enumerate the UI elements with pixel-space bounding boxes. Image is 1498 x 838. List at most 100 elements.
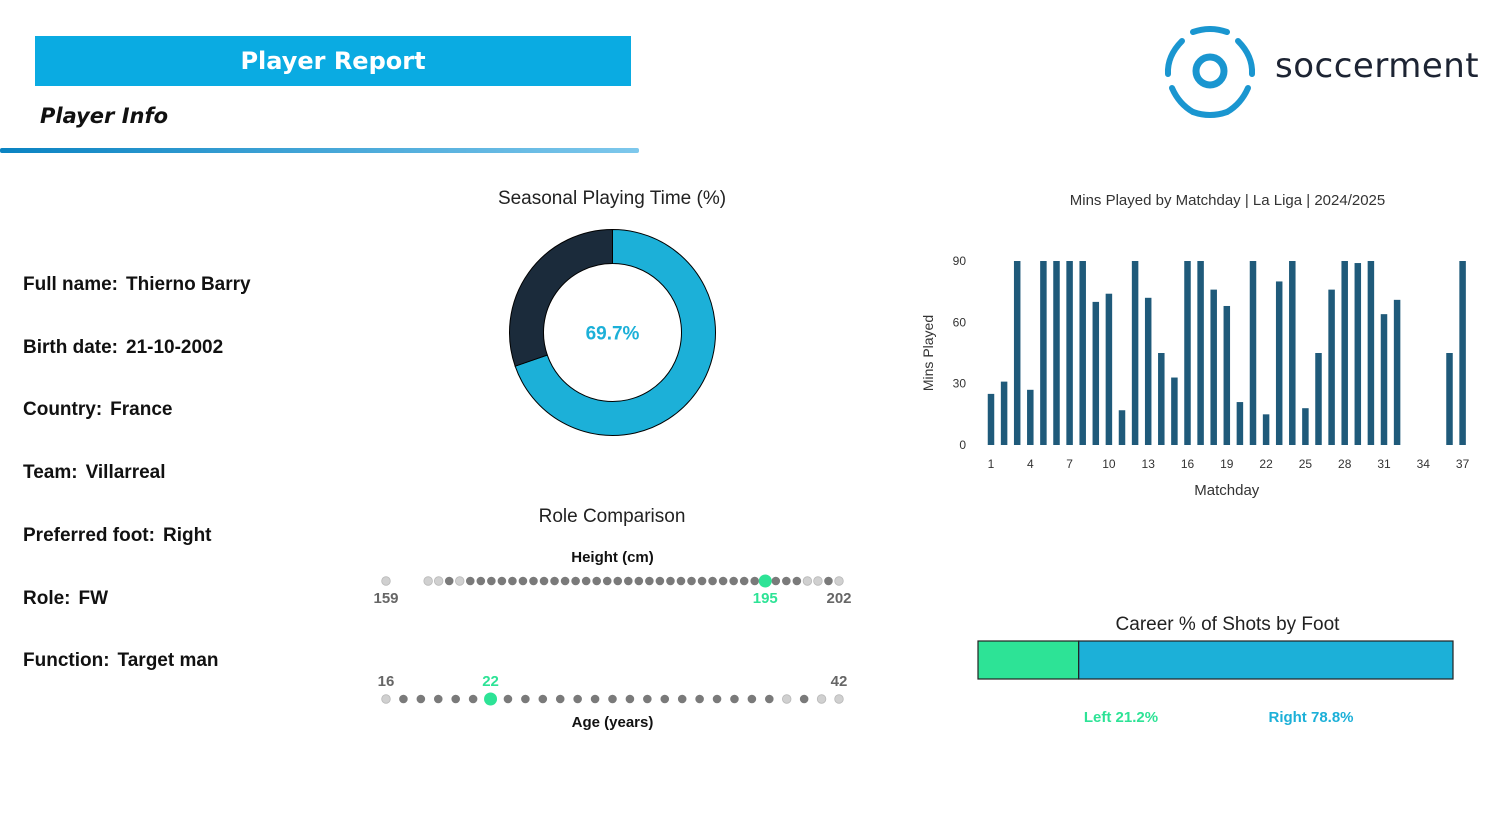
x-tick-label: 37 bbox=[1456, 457, 1470, 471]
bar-matchday-6 bbox=[1053, 261, 1060, 445]
dot-point bbox=[645, 576, 654, 586]
dot-point bbox=[816, 694, 827, 704]
dot-point bbox=[602, 576, 612, 586]
x-tick-label: 31 bbox=[1377, 457, 1391, 471]
dot-point bbox=[444, 576, 454, 586]
info-value: France bbox=[110, 399, 173, 421]
info-row: Team: Villarreal bbox=[23, 462, 166, 484]
bar-matchday-28 bbox=[1341, 261, 1348, 445]
report-title: Player Report bbox=[240, 47, 426, 75]
dot-point bbox=[834, 694, 844, 704]
bar-matchday-12 bbox=[1131, 261, 1139, 445]
info-row: Role: FW bbox=[23, 588, 108, 610]
y-tick-label: 30 bbox=[953, 377, 967, 391]
player-value-label: 195 bbox=[753, 590, 778, 607]
bar-matchday-20 bbox=[1236, 402, 1244, 445]
dot-point bbox=[624, 576, 633, 586]
info-label: Full name: bbox=[23, 274, 119, 295]
info-label: Country: bbox=[23, 399, 103, 421]
info-row: Function: Target man bbox=[23, 650, 219, 672]
left-foot-segment bbox=[977, 640, 1080, 680]
dot-point bbox=[765, 694, 774, 704]
bar-matchday-5 bbox=[1040, 261, 1047, 445]
left-foot-label: Left 21.2% bbox=[1084, 709, 1158, 726]
dot-point bbox=[465, 576, 475, 586]
dot-point bbox=[697, 576, 707, 586]
bar-matchday-1 bbox=[987, 393, 995, 445]
right-foot-segment bbox=[1078, 640, 1454, 680]
dot-point bbox=[503, 694, 513, 704]
bar-matchday-36 bbox=[1446, 353, 1453, 445]
info-label: Role: bbox=[23, 587, 71, 609]
info-label: Preferred foot: bbox=[23, 524, 155, 546]
dot-point bbox=[608, 694, 617, 704]
info-value: Villarreal bbox=[85, 462, 166, 484]
playing-time-donut: 69.7% bbox=[509, 228, 716, 436]
dot-point bbox=[834, 576, 844, 586]
bar-matchday-21 bbox=[1249, 261, 1257, 445]
bar-matchday-18 bbox=[1210, 289, 1217, 445]
donut-slice-played bbox=[514, 228, 716, 436]
dot-point bbox=[521, 694, 530, 704]
dot-point bbox=[571, 576, 580, 586]
x-tick-label: 13 bbox=[1142, 457, 1156, 471]
dot-point bbox=[782, 694, 792, 704]
info-label: Function: bbox=[23, 650, 110, 672]
info-value: Thierno Barry bbox=[126, 274, 251, 295]
dot-point bbox=[625, 694, 635, 704]
dot-point bbox=[666, 576, 675, 586]
dot-point bbox=[529, 576, 538, 586]
dot-point bbox=[538, 694, 548, 704]
bar-matchday-4 bbox=[1027, 389, 1034, 445]
donut-slice-remaining bbox=[509, 228, 613, 367]
x-axis-title: Matchday bbox=[1194, 482, 1260, 499]
bar-matchday-16 bbox=[1184, 261, 1191, 445]
dot-point bbox=[824, 576, 833, 586]
dot-point bbox=[695, 694, 704, 704]
info-label: Birth date: bbox=[23, 336, 118, 358]
dot-point bbox=[643, 694, 652, 704]
dot-point bbox=[592, 576, 601, 586]
info-row: Birth date: 21-10-2002 bbox=[23, 337, 223, 359]
y-tick-label: 60 bbox=[953, 315, 967, 329]
bar-matchday-11 bbox=[1118, 410, 1126, 445]
role-comparison-dot-plots: Height (cm) 159 202 195 Age (years) 16 42 22 bbox=[373, 549, 851, 731]
bar-matchday-8 bbox=[1079, 261, 1086, 445]
dot-point bbox=[750, 576, 760, 586]
info-value: Target man bbox=[117, 650, 219, 672]
bar-matchday-37 bbox=[1459, 261, 1466, 445]
dot-point bbox=[771, 576, 781, 586]
dot-point bbox=[476, 576, 486, 586]
x-tick-label: 28 bbox=[1338, 457, 1352, 471]
dot-point bbox=[381, 694, 391, 704]
x-tick-label: 7 bbox=[1066, 457, 1073, 471]
dot-point bbox=[799, 694, 809, 704]
x-tick-label: 1 bbox=[988, 457, 995, 471]
dot-point bbox=[747, 694, 757, 704]
range-max-label: 202 bbox=[826, 590, 851, 607]
bar-matchday-26 bbox=[1315, 353, 1322, 445]
x-tick-label: 16 bbox=[1181, 457, 1195, 471]
foot-chart-title: Career % of Shots by Foot bbox=[1115, 614, 1340, 635]
dot-point bbox=[655, 576, 665, 586]
bar-matchday-27 bbox=[1328, 289, 1335, 445]
dot-point bbox=[802, 576, 813, 586]
dot-point bbox=[381, 576, 391, 586]
shots-by-foot-chart: Left 21.2% Right 78.8% bbox=[977, 640, 1454, 726]
dot-plot-title: Height (cm) bbox=[571, 549, 654, 566]
dot-point bbox=[399, 694, 408, 704]
player-dot bbox=[484, 692, 498, 706]
dot-point bbox=[676, 576, 686, 586]
range-min-label: 159 bbox=[373, 590, 398, 607]
bar-chart-title: Mins Played by Matchday | La Liga | 2024… bbox=[1069, 192, 1386, 209]
dot-point bbox=[508, 576, 517, 586]
dot-point bbox=[468, 694, 478, 704]
y-tick-label: 0 bbox=[959, 438, 966, 452]
bar-matchday-32 bbox=[1393, 299, 1401, 445]
bar-matchday-22 bbox=[1262, 414, 1270, 445]
x-tick-label: 10 bbox=[1102, 457, 1116, 471]
range-max-label: 42 bbox=[831, 673, 848, 690]
player-dot bbox=[758, 574, 772, 588]
section-title: Player Info bbox=[40, 104, 169, 128]
dot-point bbox=[730, 694, 739, 704]
